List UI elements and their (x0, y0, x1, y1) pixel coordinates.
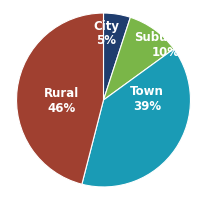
Wedge shape (16, 13, 103, 184)
Text: City: City (93, 20, 118, 33)
Wedge shape (103, 13, 130, 100)
Text: Town: Town (129, 85, 163, 98)
Text: 5%: 5% (96, 34, 116, 47)
Text: 39%: 39% (132, 100, 160, 113)
Wedge shape (103, 17, 173, 100)
Text: 10%: 10% (151, 46, 179, 59)
Text: 46%: 46% (47, 102, 76, 115)
Wedge shape (82, 49, 190, 187)
Text: Rural: Rural (44, 87, 79, 100)
Text: Suburban: Suburban (133, 31, 197, 44)
